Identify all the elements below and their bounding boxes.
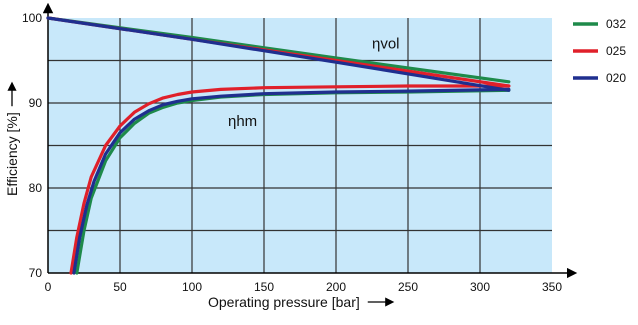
axes: [42, 2, 578, 279]
y-axis-title: Efficiency [%]: [4, 112, 20, 196]
curve-annotation: ηhm: [228, 113, 257, 130]
x-tick-label: 100: [182, 280, 202, 294]
series-020-eta-vol-line: [46, 16, 511, 92]
x-tick-label: 150: [254, 280, 274, 294]
series-025-eta-hm-line: [69, 84, 511, 275]
grid: [48, 18, 552, 273]
x-tick-label: 250: [398, 280, 418, 294]
annotations: ηvol ηhm: [228, 36, 400, 130]
y-tick-label: 90: [29, 96, 43, 110]
x-tick-label: 0: [45, 280, 52, 294]
legend: 032 025 020: [573, 17, 626, 85]
y-tick-label: 100: [22, 11, 42, 25]
tick-labels: 0 50 100 150 200 250 300 350 70 80 90 100: [22, 11, 562, 294]
x-tick-label: 50: [113, 280, 127, 294]
y-tick-label: 70: [29, 266, 43, 280]
x-tick-label: 350: [542, 280, 562, 294]
x-axis-title: Operating pressure [bar]: [208, 294, 360, 310]
series-020-eta-hm-line: [72, 87, 511, 275]
legend-label: 025: [606, 44, 626, 58]
legend-label: 020: [606, 71, 626, 85]
x-tick-label: 300: [470, 280, 490, 294]
x-tick-label: 200: [326, 280, 346, 294]
series-lines: [46, 16, 511, 275]
y-tick-label: 80: [29, 181, 43, 195]
legend-label: 032: [606, 17, 626, 31]
curve-annotation: ηvol: [372, 36, 400, 53]
